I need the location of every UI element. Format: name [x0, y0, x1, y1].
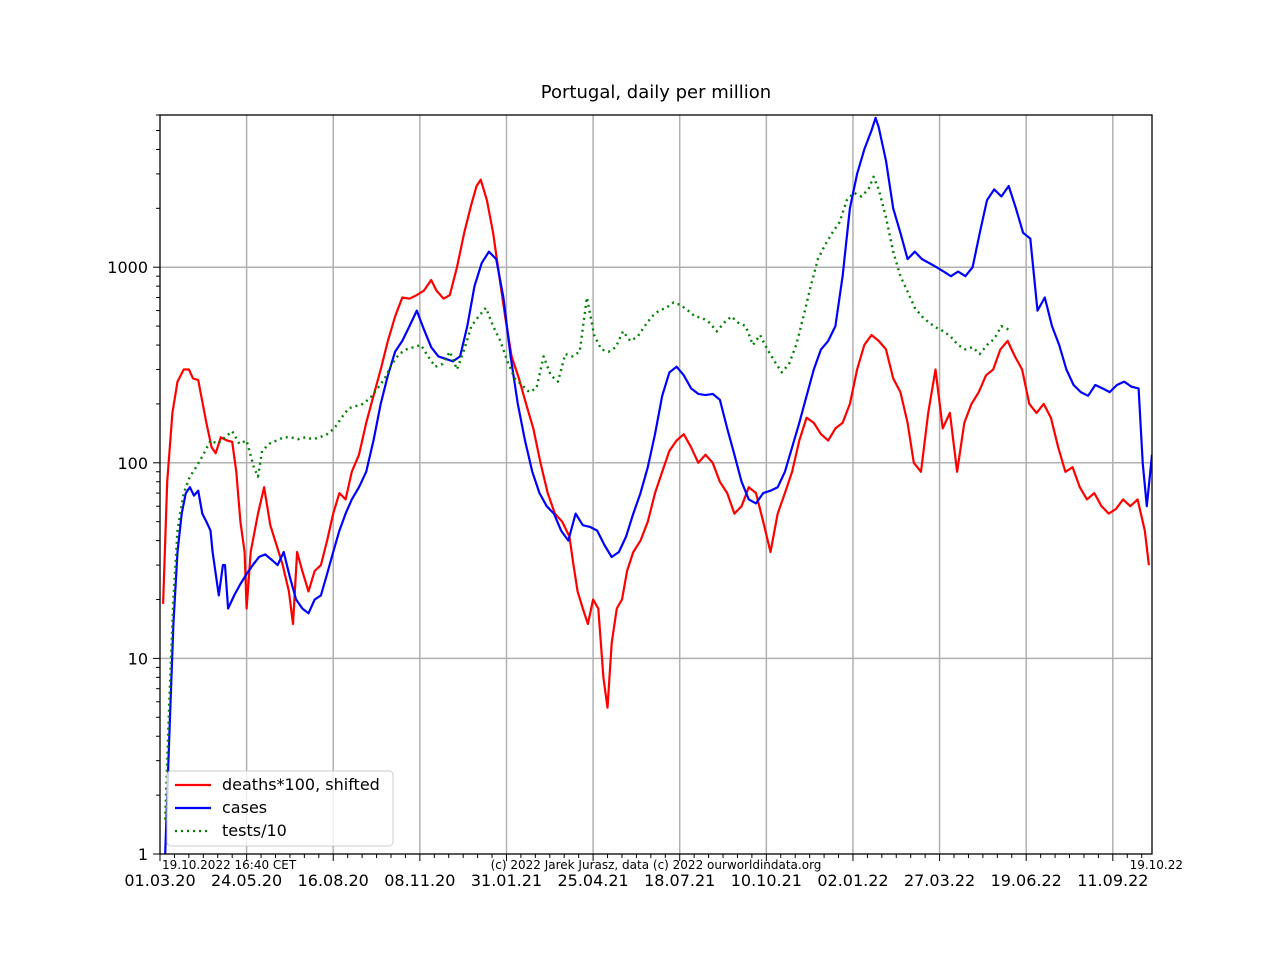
x-tick-label: 31.01.21	[471, 871, 542, 890]
chart-title: Portugal, daily per million	[541, 82, 771, 103]
y-tick-label: 1000	[107, 258, 148, 277]
y-tick-label: 10	[128, 649, 148, 668]
x-tick-label: 27.03.22	[904, 871, 975, 890]
x-tick-label: 24.05.20	[211, 871, 282, 890]
x-tick-label: 02.01.22	[817, 871, 888, 890]
tick-group: 01.03.20 24.05.20 16.08.20 08.11.20 31.01.21…	[107, 114, 1148, 890]
y-tick-label: 100	[117, 454, 148, 473]
plot-frame	[159, 114, 1153, 855]
grid	[160, 115, 1152, 854]
footer-date: 19.10.22	[1130, 858, 1183, 872]
x-tick-label: 01.03.20	[124, 871, 195, 890]
series-line-1	[164, 116, 1152, 854]
legend-label: tests/10	[222, 821, 287, 840]
legend-box	[166, 770, 394, 847]
x-tick-label: 19.06.22	[991, 871, 1062, 890]
x-tick-label: 11.09.22	[1077, 871, 1148, 890]
x-tick-label: 18.07.21	[644, 871, 715, 890]
footer-timestamp: 19.10.2022 16:40 CET	[162, 858, 297, 872]
footer-credit: (c) 2022 Jarek Jurasz, data (c) 2022 our…	[491, 858, 822, 872]
legend-label: cases	[222, 798, 267, 817]
x-tick-label: 16.08.20	[298, 871, 369, 890]
x-tick-label: 08.11.20	[384, 871, 455, 890]
series-group	[162, 116, 1152, 854]
legend-label: deaths*100, shifted	[222, 775, 380, 794]
x-tick-label: 25.04.21	[557, 871, 628, 890]
y-tick-label: 1	[138, 845, 148, 864]
series-line-0	[162, 178, 1150, 709]
legend: deaths*100, shifted cases tests/10	[166, 770, 394, 847]
x-tick-label: 10.10.21	[731, 871, 802, 890]
